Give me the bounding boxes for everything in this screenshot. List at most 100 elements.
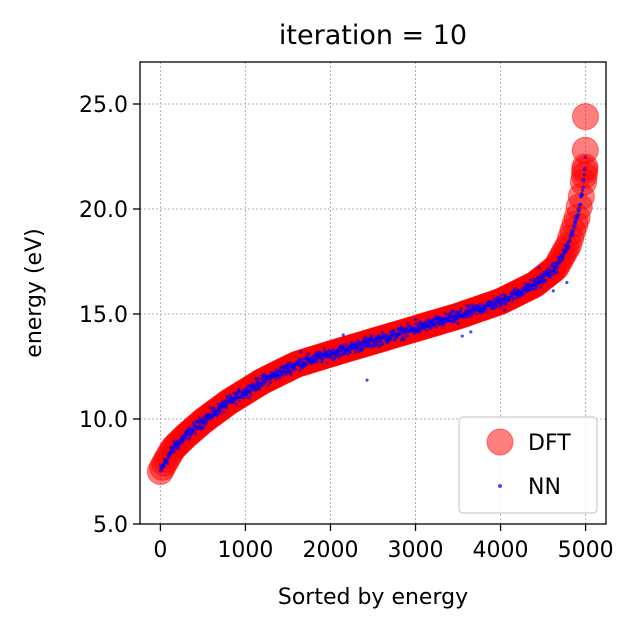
nn-point (218, 411, 222, 416)
nn-point (499, 302, 504, 307)
nn-point (320, 358, 324, 363)
x-tick-label-0: 0 (153, 538, 167, 563)
nn-point (274, 377, 278, 381)
nn-point (495, 304, 499, 308)
y-tick-label-0: 5.0 (93, 513, 128, 538)
nn-point (278, 376, 282, 380)
nn-point (162, 464, 166, 468)
nn-outlier-point (456, 321, 460, 326)
nn-point (492, 297, 496, 301)
nn-point (534, 287, 538, 291)
nn-point (580, 193, 584, 197)
nn-point (213, 407, 217, 411)
nn-point (188, 436, 192, 440)
nn-point (513, 287, 518, 291)
nn-point (180, 441, 184, 445)
nn-point (409, 324, 413, 328)
y-tick-label-1: 10.0 (79, 408, 128, 433)
nn-point (573, 224, 577, 228)
nn-point (551, 272, 555, 276)
y-tick-label-3: 20.0 (79, 198, 128, 223)
nn-point (228, 393, 232, 397)
x-tick-label-4: 4000 (473, 538, 529, 563)
nn-outlier-point (469, 330, 473, 334)
legend-nn-marker (498, 484, 502, 488)
nn-point (206, 417, 210, 421)
nn-point (539, 285, 543, 289)
nn-point (561, 256, 565, 260)
nn-outlier-point (413, 317, 418, 321)
nn-point (224, 406, 228, 410)
legend: DFT NN (458, 416, 598, 514)
nn-point (188, 425, 192, 429)
nn-point (160, 468, 164, 472)
nn-point (413, 322, 418, 326)
nn-point (470, 310, 474, 314)
nn-outlier-point (299, 350, 303, 354)
nn-point (458, 310, 463, 314)
nn-point (580, 188, 585, 192)
nn-point (579, 202, 583, 206)
axis-ticks: 0 1000 2000 3000 4000 5000 5.0 10.0 15.0 20.0 25.0 (79, 93, 614, 563)
nn-point (459, 307, 463, 311)
nn-point (298, 368, 302, 372)
nn-point (238, 399, 242, 403)
nn-point (305, 362, 309, 367)
nn-point (234, 402, 238, 407)
nn-point (581, 185, 585, 189)
nn-point (348, 349, 352, 354)
nn-point (165, 461, 170, 466)
nn-point (544, 278, 548, 282)
nn-point (348, 347, 352, 351)
nn-point (470, 303, 474, 307)
nn-point (215, 414, 220, 418)
nn-point (384, 333, 388, 337)
nn-point (548, 273, 553, 277)
nn-point (289, 370, 293, 374)
nn-point (376, 341, 380, 346)
x-tick-label-3: 3000 (388, 538, 444, 563)
nn-point (582, 173, 586, 177)
x-tick-label-2: 2000 (302, 538, 358, 563)
nn-point (268, 380, 272, 385)
nn-point (577, 213, 581, 217)
y-axis-label: energy (eV) (22, 228, 47, 357)
nn-point (523, 281, 527, 285)
nn-point (237, 388, 241, 393)
nn-point (583, 155, 587, 159)
nn-point (405, 326, 409, 330)
nn-point (522, 292, 526, 296)
nn-point (339, 353, 343, 358)
nn-point (218, 408, 222, 412)
nn-point (452, 309, 456, 313)
nn-point (556, 265, 560, 269)
nn-point (203, 423, 207, 427)
nn-point (505, 302, 509, 306)
nn-point (289, 373, 293, 377)
nn-point (573, 221, 577, 226)
chart-title: iteration = 10 (279, 20, 467, 51)
legend-dft-label: DFT (528, 431, 571, 456)
nn-point (418, 330, 422, 334)
dft-point (572, 103, 600, 131)
nn-point (434, 325, 438, 329)
nn-point (406, 321, 410, 326)
nn-point (254, 377, 258, 381)
nn-point (288, 367, 292, 372)
nn-point (346, 353, 350, 357)
nn-point (288, 361, 292, 365)
nn-point (405, 333, 409, 338)
nn-point (564, 249, 569, 253)
nn-outlier-point (537, 266, 541, 270)
nn-point (205, 421, 209, 425)
nn-outlier-point (365, 378, 369, 382)
y-tick-label-2: 15.0 (79, 303, 128, 328)
nn-point (583, 166, 587, 170)
nn-point (453, 319, 457, 324)
x-axis-label: Sorted by energy (278, 585, 468, 610)
nn-point (315, 360, 320, 364)
nn-point (381, 342, 385, 346)
nn-point (511, 296, 515, 300)
nn-outlier-point (551, 289, 555, 293)
